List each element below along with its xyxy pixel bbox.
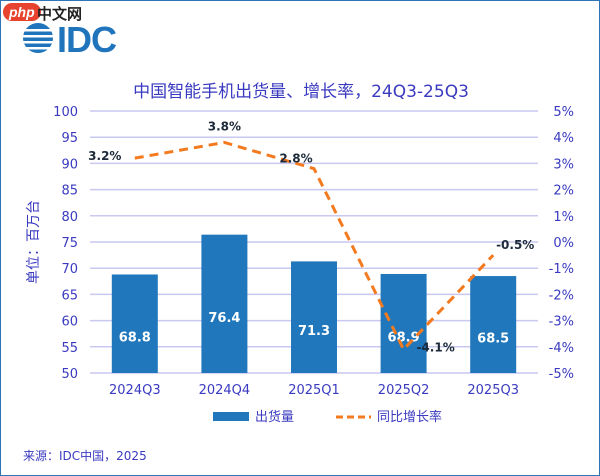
line-label: 2.8%	[279, 152, 312, 166]
line-label: -0.5%	[496, 238, 534, 252]
y-tick-label: 60	[61, 315, 78, 330]
y2-tick-label: 0%	[553, 236, 574, 251]
y2-tick-label: 4%	[553, 131, 574, 146]
y-tick-label: 75	[61, 236, 78, 251]
y2-tick-label: 2%	[553, 184, 574, 199]
y2-tick-label: 1%	[553, 210, 574, 225]
bar-label: 68.5	[477, 332, 509, 347]
idc-globe-icon	[21, 23, 55, 53]
y2-tick-label: -5%	[549, 367, 574, 382]
legend-line-label: 同比增长率	[377, 409, 442, 425]
chart-title: 中国智能手机出货量、增长率，24Q3-25Q3	[133, 82, 469, 102]
legend-bar-swatch	[213, 412, 249, 421]
chart-plot: 50 55 60 65 70 75 80 85 90 95 100 -5% -4% -3% -2% -1% 0%…	[26, 105, 574, 425]
watermark-badge: php	[3, 3, 41, 21]
bar-label: 71.3	[298, 324, 330, 339]
bar-label: 68.9	[388, 330, 420, 345]
bar	[201, 234, 248, 373]
y-tick-label: 90	[61, 157, 78, 172]
bar	[380, 273, 427, 373]
y-tick-label: 80	[61, 210, 78, 225]
x-tick-label: 2024Q4	[199, 383, 251, 398]
x-tick-label: 2025Q2	[378, 383, 430, 398]
y2-tick-label: -2%	[549, 288, 574, 303]
idc-logo-text: IDC	[57, 19, 117, 60]
y2-tick-label: 5%	[553, 105, 574, 120]
y2-tick-label: -3%	[549, 315, 574, 330]
y-tick-label: 65	[61, 288, 78, 303]
bar-label: 68.8	[119, 331, 151, 346]
bar	[470, 276, 517, 373]
x-tick-label: 2025Q1	[288, 383, 340, 398]
watermark-site: 中文网	[37, 5, 83, 23]
y2-tick-label: 3%	[553, 157, 574, 172]
y2-tick-label: -1%	[549, 262, 574, 277]
y-tick-label: 100	[53, 105, 78, 120]
source-note: 来源：IDC中国，2025	[23, 449, 147, 463]
bar	[111, 274, 158, 373]
line-label: -4.1%	[416, 340, 454, 354]
legend-bar-label: 出货量	[255, 409, 294, 425]
bar	[291, 261, 337, 373]
bar-label: 76.4	[208, 311, 240, 326]
line-label: 3.8%	[208, 119, 241, 133]
y-axis-label: 单位：百万台	[26, 200, 42, 284]
y-tick-label: 70	[61, 262, 78, 277]
y-tick-label: 95	[61, 131, 78, 146]
y-tick-label: 85	[61, 184, 78, 199]
line-label: 3.2%	[88, 149, 121, 163]
y-tick-label: 50	[61, 367, 78, 382]
x-tick-label: 2024Q3	[109, 383, 161, 398]
y2-tick-label: -4%	[549, 341, 574, 356]
y-tick-label: 55	[61, 341, 78, 356]
x-tick-label: 2025Q3	[467, 383, 519, 398]
